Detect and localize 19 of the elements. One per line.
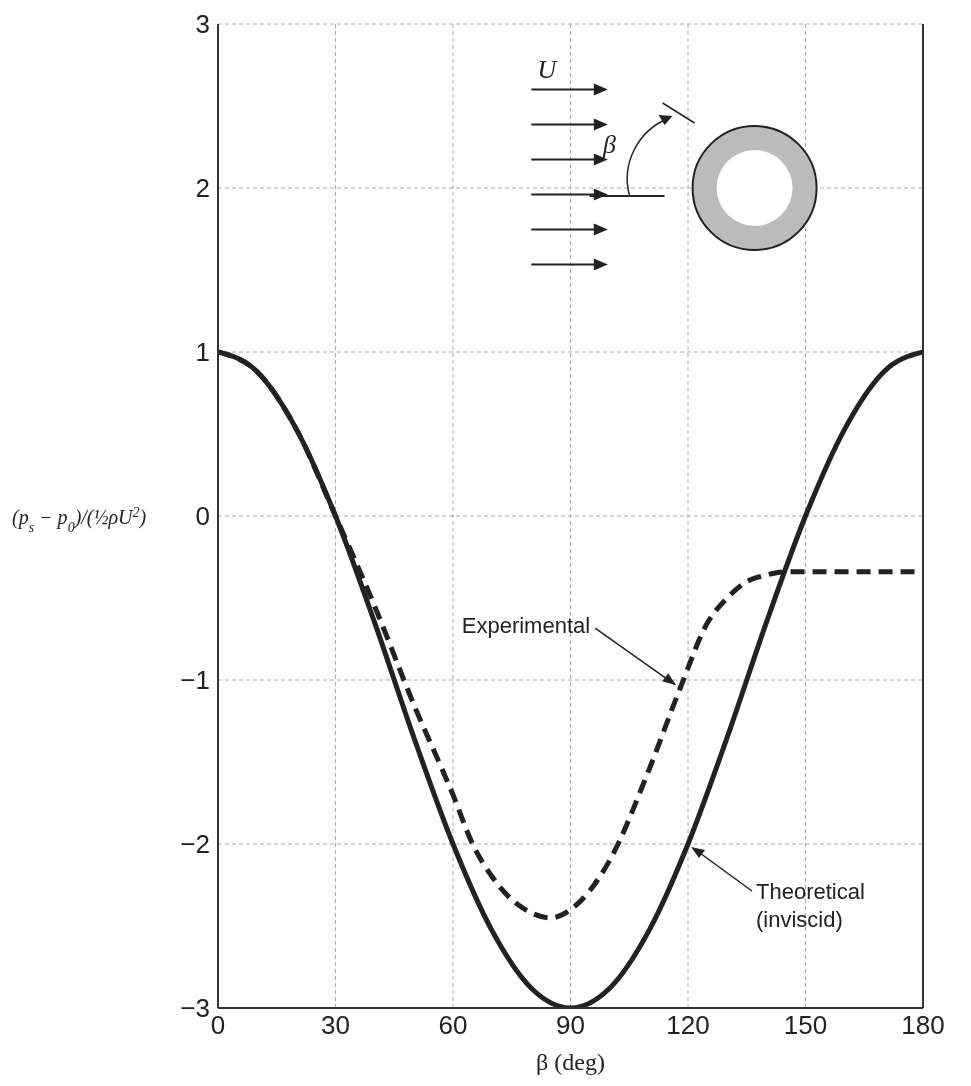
- x-tick-label: 30: [321, 1010, 350, 1041]
- x-tick-label: 150: [783, 1010, 828, 1041]
- y-tick-label: 2: [195, 173, 210, 204]
- y-tick-label: 0: [195, 501, 210, 532]
- y-tick-label: 3: [195, 9, 210, 40]
- y-tick-label: 1: [195, 337, 210, 368]
- annotation: Experimental: [461, 613, 591, 639]
- x-axis-title: β (deg): [536, 1049, 605, 1075]
- annotation: U: [537, 54, 559, 84]
- y-tick-label: −3: [180, 993, 210, 1024]
- x-tick-label: 60: [438, 1010, 468, 1041]
- x-tick-label: 180: [901, 1010, 945, 1041]
- y-axis-title: (p$_{s}$ − p$_{0}$)/(½ρU$^{2}$): [12, 504, 147, 535]
- x-tick-label: 120: [666, 1010, 710, 1041]
- y-tick-label: −2: [180, 829, 210, 860]
- y-tick-label: −1: [180, 665, 210, 696]
- annotation: Theoretical (inviscid): [756, 879, 865, 932]
- annotation: β: [602, 130, 617, 159]
- x-tick-label: 90: [556, 1010, 585, 1041]
